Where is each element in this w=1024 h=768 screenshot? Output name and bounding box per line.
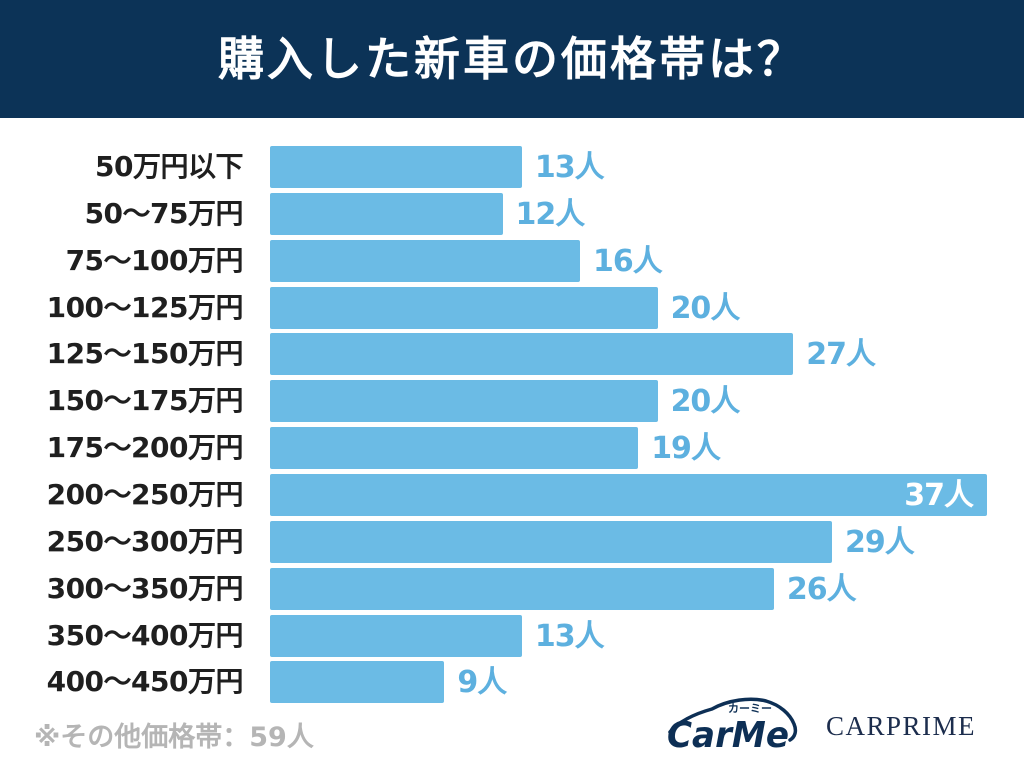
carme-logo: カーミー CarMe [667, 697, 798, 754]
category-label: 150～175万円 [46, 384, 244, 418]
value-label: 27人 [806, 333, 876, 375]
value-label: 13人 [534, 146, 605, 188]
bar [270, 239, 581, 282]
value-number: 37 [904, 477, 945, 513]
value-number: 16 [593, 243, 634, 279]
value-unit: 人 [555, 196, 585, 232]
value-number: 12 [515, 196, 557, 232]
category-label: 250～300万円 [46, 524, 244, 558]
category-label: 400～450万円 [46, 665, 244, 699]
value-label: 13人 [534, 615, 605, 657]
value-label: 20人 [670, 287, 741, 329]
category-label: 125～150万円 [46, 337, 244, 371]
value-unit: 人 [845, 337, 876, 373]
value-label: 37人 [904, 474, 974, 516]
category-label: 50万円以下 [95, 150, 243, 183]
category-label: 300～350万円 [46, 571, 244, 605]
value-number: 19 [651, 431, 692, 467]
bar [270, 333, 794, 376]
category-label: 100～125万円 [46, 290, 244, 324]
value-unit: 人 [574, 618, 605, 654]
value-label: 19人 [651, 427, 721, 469]
value-label: 16人 [593, 240, 663, 282]
carme-kana: カーミー [728, 702, 772, 715]
bar [270, 427, 639, 470]
category-label: 175～200万円 [46, 431, 244, 465]
value-unit: 人 [574, 150, 605, 185]
value-unit: 人 [884, 524, 915, 560]
bar [270, 520, 832, 563]
horizontal-bar-chart: 50万円以下 13人 50～75万円 12人 75～100万円 16人 100～125万円 2… [0, 130, 1024, 710]
category-label: 50～75万円 [84, 196, 244, 230]
footnote: ※その他価格帯：59人 [34, 722, 314, 753]
value-label: 26人 [786, 568, 857, 610]
value-number: 26 [786, 571, 828, 607]
title-banner: 購入した新車の価格帯は？ [0, 0, 1024, 118]
value-unit: 人 [826, 571, 857, 607]
value-number: 13 [534, 150, 576, 185]
chart-title: 購入した新車の価格帯は？ [218, 32, 806, 86]
value-unit: 人 [632, 243, 663, 279]
value-label: 20人 [670, 380, 741, 422]
category-label: 75～100万円 [65, 243, 244, 277]
bar [270, 614, 522, 657]
value-number: 13 [534, 618, 576, 654]
value-label: 9人 [457, 661, 507, 703]
bar [270, 380, 658, 423]
value-unit: 人 [710, 290, 740, 326]
value-number: 27 [806, 337, 847, 373]
bar [270, 286, 658, 329]
bar [270, 473, 987, 516]
bar [270, 661, 445, 704]
value-unit: 人 [944, 477, 974, 513]
value-label: 29人 [844, 521, 915, 563]
value-number: 29 [844, 524, 886, 560]
value-unit: 人 [690, 431, 721, 467]
value-unit: 人 [710, 384, 740, 420]
carme-wordmark: CarMe [667, 715, 789, 754]
carprime-logo: CARPRIME [826, 711, 977, 741]
value-label: 12人 [515, 193, 586, 235]
value-number: 20 [670, 290, 712, 326]
category-label: 350～400万円 [46, 618, 244, 652]
value-number: 9 [457, 665, 478, 701]
bar [270, 567, 774, 610]
car-outline-icon [668, 697, 798, 742]
value-unit: 人 [477, 665, 507, 701]
value-number: 20 [670, 384, 712, 420]
bar [270, 146, 522, 188]
bar [270, 192, 503, 235]
category-label: 200～250万円 [46, 477, 244, 511]
